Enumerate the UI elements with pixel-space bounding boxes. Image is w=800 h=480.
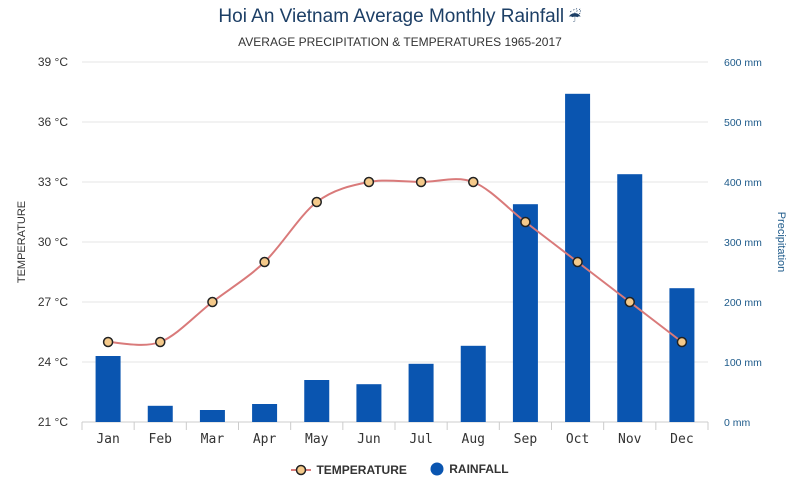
chart-header: Hoi An Vietnam Average Monthly Rainfall ☔… (0, 6, 800, 49)
right-axis-tick-label: 0 mm (724, 417, 751, 429)
left-axis-tick-label: 33 °C (38, 175, 68, 189)
rainfall-bar (304, 380, 330, 422)
rainfall-bar (95, 356, 121, 422)
legend-label-temperature: TEMPERATURE (316, 463, 407, 477)
rainfall-bar (669, 288, 695, 422)
left-axis-tick-label: 30 °C (38, 235, 68, 249)
rainfall-bar (408, 363, 434, 422)
x-axis-tick-label: Jan (96, 432, 119, 447)
x-axis-tick-label: Apr (253, 432, 277, 447)
chart-subtitle: AVERAGE PRECIPITATION & TEMPERATURES 196… (238, 35, 562, 49)
x-axis-tick-label: Nov (618, 432, 642, 447)
x-axis: Jan Feb Mar Apr May Jun Jul Aug Sep Oct Nov Dec (81, 421, 709, 447)
temperature-point (259, 256, 270, 268)
legend-item-temperature[interactable]: TEMPERATURE (291, 463, 407, 477)
chart-legend: TEMPERATURE RAINFALL (0, 462, 800, 479)
temperature-series (102, 176, 688, 348)
chart-title: Hoi An Vietnam Average Monthly Rainfall (218, 6, 565, 27)
temperature-point (363, 176, 375, 188)
temperature-point (102, 336, 114, 348)
umbrella-rain-icon: ☔ (568, 9, 582, 26)
rainfall-bar (512, 204, 538, 422)
temperature-point (468, 176, 479, 188)
left-axis-tick-label: 24 °C (38, 355, 68, 369)
right-axis: 0 mm 100 mm 200 mm 300 mm 400 mm 500 mm 600 mm… (724, 57, 787, 429)
x-axis-tick-label: Mar (201, 432, 225, 447)
legend-label-rainfall: RAINFALL (449, 462, 509, 476)
left-axis-title: TEMPERATURE (16, 201, 28, 283)
right-axis-title: Precipitation (775, 212, 787, 273)
left-axis-tick-label: 36 °C (38, 115, 68, 129)
left-axis-tick-label: 27 °C (38, 295, 68, 309)
temperature-point (207, 296, 218, 308)
temperature-point (311, 196, 322, 208)
temperature-point (624, 296, 635, 308)
right-axis-tick-label: 200 mm (724, 297, 762, 309)
temperature-point (676, 336, 688, 348)
left-axis: 21 °C 24 °C 27 °C 30 °C 33 °C 36 °C 39 °C TEMPE… (16, 55, 68, 429)
x-axis-tick-label: Jul (409, 432, 432, 447)
x-axis-tick-label: Feb (149, 432, 173, 447)
temperature-point (520, 216, 531, 228)
x-axis-tick-label: Sep (514, 432, 538, 447)
rainfall-bar (199, 410, 225, 422)
right-axis-tick-label: 500 mm (724, 117, 762, 129)
legend-item-rainfall[interactable]: RAINFALL (430, 462, 509, 476)
x-axis-tick-label: May (305, 432, 329, 447)
rainfall-legend-marker (430, 462, 444, 476)
grid-lines (82, 61, 708, 423)
x-axis-tick-label: Oct (566, 432, 589, 447)
left-axis-tick-label: 39 °C (38, 55, 68, 69)
rainfall-bar (460, 345, 486, 422)
x-axis-tick-label: Jun (357, 432, 380, 447)
rainfall-bar (356, 384, 382, 422)
temperature-legend-marker (291, 464, 312, 476)
right-axis-tick-label: 100 mm (724, 357, 762, 369)
chart-title-row: Hoi An Vietnam Average Monthly Rainfall ☔ (0, 6, 800, 28)
temperature-point (155, 336, 166, 348)
rainfall-bars (95, 93, 695, 423)
x-axis-tick-label: Dec (670, 432, 693, 447)
rainfall-bar (252, 404, 278, 422)
temperature-point (415, 176, 427, 188)
rainfall-bar (147, 405, 173, 422)
right-axis-tick-label: 600 mm (724, 57, 762, 69)
x-axis-tick-label: Aug (462, 432, 485, 447)
temperature-point (572, 256, 583, 268)
right-axis-tick-label: 400 mm (724, 177, 762, 189)
left-axis-tick-label: 21 °C (38, 415, 68, 429)
temperature-line (108, 178, 683, 346)
right-axis-tick-label: 300 mm (724, 237, 762, 249)
